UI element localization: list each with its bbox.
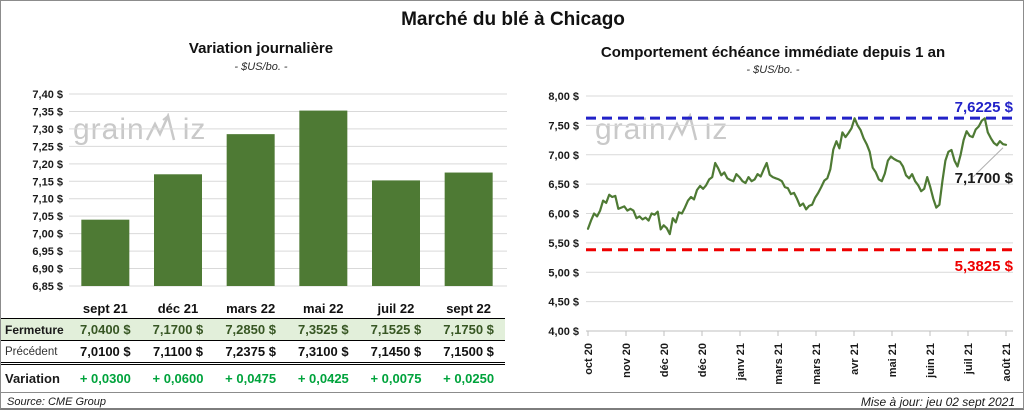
table-cell: 7,0400 $ (80, 322, 131, 337)
row-label-fermeture: Fermeture (5, 322, 64, 337)
futures-table: sept 21 déc 21 mars 22 mai 22 juil 22 sept 22… (1, 298, 505, 391)
bar (299, 110, 348, 286)
min-value-label: 5,3825 $ (955, 258, 1014, 275)
table-cell: 7,0100 $ (80, 344, 131, 359)
y-tick-label: 7,00 $ (548, 150, 579, 162)
grainwiz-watermark: grain iz (73, 113, 206, 147)
x-tick-label: août 21 (1001, 343, 1013, 382)
last-value-label: 7,1700 $ (955, 170, 1014, 187)
row-label-precedent: Précédent (5, 345, 58, 358)
y-tick-label: 7,35 $ (32, 106, 63, 118)
y-tick-label: 7,20 $ (32, 159, 63, 171)
update-note: Mise à jour: jeu 02 sept 2021 (860, 395, 1015, 409)
month-header-cell: déc 21 (157, 300, 199, 316)
y-tick-label: 6,85 $ (32, 281, 63, 293)
table-header-row: sept 21 déc 21 mars 22 mai 22 juil 22 sept 22 (1, 298, 505, 319)
y-tick-label: 5,50 $ (548, 238, 579, 250)
y-tick-label: 7,05 $ (32, 211, 63, 223)
bar (81, 219, 130, 286)
source-note: Source: CME Group (7, 396, 107, 408)
table-cell: 7,2850 $ (225, 322, 276, 337)
x-tick-label: déc 20 (659, 343, 671, 377)
callout-leader-line (972, 147, 1004, 178)
y-tick-label: 7,10 $ (32, 194, 63, 206)
bar (372, 180, 420, 286)
table-cell: + 0,0475 (225, 370, 277, 386)
max-value-label: 7,6225 $ (955, 99, 1014, 116)
x-tick-label: juin 21 (925, 343, 937, 379)
month-header-cell: juil 22 (377, 300, 415, 316)
y-tick-label: 7,15 $ (32, 176, 63, 188)
bar (154, 174, 202, 286)
line-chart-title: Comportement échéance immédiate depuis 1… (600, 44, 946, 61)
footer-divider (1, 392, 1023, 393)
month-header-cell: mai 22 (303, 300, 344, 316)
y-tick-label: 5,00 $ (548, 267, 579, 279)
table-cell: 7,1750 $ (443, 322, 494, 337)
table-cell: + 0,0425 (297, 370, 349, 386)
table-cell: 7,1700 $ (152, 322, 204, 337)
x-tick-label: juil 21 (963, 343, 975, 375)
y-tick-label: 7,50 $ (548, 120, 579, 132)
page-title: Marché du blé à Chicago (401, 9, 625, 30)
line-chart-svg: 8,00 $ 7,50 $ 7,00 $ 6,50 $ 6,00 $ 5,50 $ 5,00… (548, 91, 1014, 385)
row-label-variation: Variation (5, 370, 60, 386)
bar-chart-svg: 7,40 $ 7,35 $ 7,30 $ 7,25 $ 7,20 $ 7,15 $ 7,10… (32, 89, 507, 293)
bar (444, 172, 493, 286)
x-tick-label: janv 21 (735, 343, 747, 381)
y-tick-label: 7,40 $ (32, 89, 63, 101)
table-cell: + 0,0250 (443, 370, 495, 386)
bar (226, 134, 275, 286)
x-tick-label: déc 20 (697, 343, 709, 377)
y-tick-label: 6,95 $ (32, 246, 63, 258)
month-header-cell: sept 21 (82, 300, 128, 316)
table-cell: + 0,0075 (370, 370, 422, 386)
month-header-cell: mars 22 (226, 300, 276, 316)
table-cell: 7,1500 $ (443, 344, 494, 359)
table-row-precedent: Précédent 7,0100 $ 7,1100 $ 7,2375 $ 7,3100… (1, 341, 505, 365)
y-tick-label: 4,00 $ (548, 326, 579, 338)
x-tick-label: nov 20 (621, 343, 633, 378)
table-cell: 7,3525 $ (297, 322, 349, 337)
y-tick-label: 6,00 $ (548, 209, 579, 221)
x-tick-label: mars 21 (773, 343, 785, 385)
table-row-variation: Variation + 0,0300 + 0,0600 + 0,0475 + 0,04… (1, 365, 505, 391)
y-tick-label: 7,30 $ (32, 124, 63, 136)
table-cell: 7,1450 $ (370, 344, 422, 359)
line-chart-subtitle: - $US/bo. - (746, 64, 800, 76)
watermark-text-right: iz (182, 113, 207, 146)
watermark-text-left: grain (73, 113, 145, 146)
table-row-fermeture: Fermeture 7,0400 $ 7,1700 $ 7,2850 $ 7,3525… (1, 319, 505, 341)
y-tick-label: 6,90 $ (32, 264, 63, 276)
bar-chart-title: Variation journalière (188, 40, 334, 57)
price-line (586, 117, 1008, 236)
month-header-cell: sept 22 (446, 300, 492, 316)
x-tick-label: mars 21 (811, 343, 823, 385)
x-tick-label: avr 21 (849, 343, 861, 375)
y-tick-label: 8,00 $ (548, 91, 579, 103)
y-tick-label: 6,50 $ (548, 179, 579, 191)
table-cell: 7,1525 $ (370, 322, 422, 337)
watermark-text-right: iz (704, 113, 729, 146)
table-cell: + 0,0600 (152, 370, 204, 386)
table-cell: 7,3100 $ (297, 344, 349, 359)
x-tick-label: mai 21 (887, 343, 899, 377)
y-tick-label: 4,50 $ (548, 297, 579, 309)
table-cell: 7,1100 $ (153, 344, 203, 359)
table-cell: + 0,0300 (79, 370, 131, 386)
y-tick-label: 7,00 $ (32, 229, 63, 241)
y-tick-label: 7,25 $ (32, 141, 63, 153)
bar-chart-subtitle: - $US/bo. - (234, 61, 288, 73)
table-cell: 7,2375 $ (225, 344, 276, 359)
x-tick-label: oct 20 (583, 343, 595, 375)
